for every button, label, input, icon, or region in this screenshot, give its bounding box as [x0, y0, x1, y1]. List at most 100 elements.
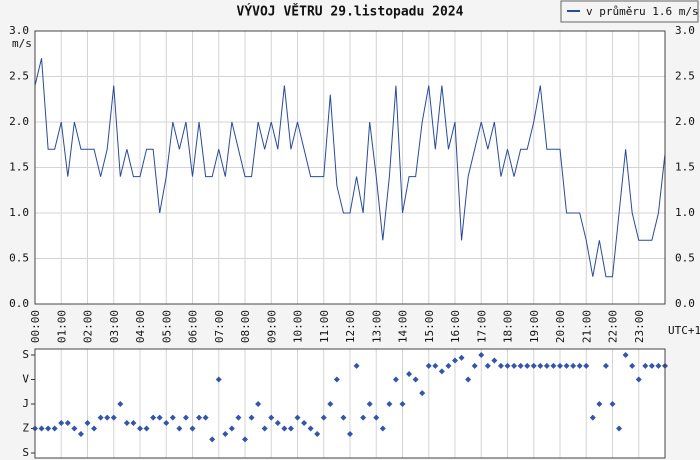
point: [504, 362, 511, 369]
point: [97, 414, 104, 421]
point: [557, 362, 563, 369]
point: [399, 401, 406, 407]
point: [274, 420, 281, 427]
point: [484, 362, 491, 369]
point: [570, 362, 577, 369]
point: [622, 352, 629, 358]
point: [281, 425, 288, 432]
point: [635, 376, 642, 383]
point: [589, 414, 596, 421]
point: [287, 425, 294, 432]
y-tick-label: S: [22, 446, 29, 459]
x-tick-label: 16:00: [449, 310, 462, 343]
point: [163, 420, 170, 427]
point: [196, 414, 203, 421]
x-tick-label: 12:00: [344, 310, 357, 343]
line-series: [34, 58, 666, 278]
x-tick-label: 04:00: [134, 310, 147, 343]
point: [294, 414, 301, 421]
point: [137, 425, 143, 432]
point: [576, 362, 583, 369]
point: [235, 414, 242, 421]
y-tick-label: 0.0: [9, 297, 29, 310]
x-tick-label: 14:00: [397, 310, 410, 343]
x-tick-label: 22:00: [607, 310, 620, 343]
legend: v průměru 1.6 m/s: [560, 0, 699, 23]
point: [530, 362, 537, 369]
point: [143, 425, 150, 432]
point: [458, 354, 465, 361]
y-tick-label: 0.5: [9, 252, 29, 265]
point: [655, 362, 662, 369]
x-tick-label: 20:00: [554, 310, 567, 343]
point: [104, 414, 111, 421]
y-tick-label: 3.0: [9, 24, 29, 37]
x-tick-label: 01:00: [55, 310, 68, 343]
x-tick-label: 00:00: [29, 310, 42, 343]
point: [648, 362, 655, 369]
point: [491, 357, 498, 364]
point: [314, 430, 321, 437]
point: [412, 376, 419, 383]
point: [550, 362, 557, 369]
x-tick-label: 05:00: [160, 310, 173, 343]
point: [406, 371, 413, 378]
point: [156, 414, 163, 421]
point: [438, 368, 445, 375]
point: [176, 425, 183, 432]
point: [465, 376, 472, 383]
point: [169, 414, 176, 421]
point: [117, 401, 124, 407]
x-tick-label: 18:00: [502, 310, 515, 343]
point: [524, 362, 531, 369]
legend-box: [560, 0, 699, 23]
point: [379, 425, 386, 432]
point: [347, 430, 353, 437]
point: [543, 362, 550, 369]
point: [77, 430, 84, 437]
point: [261, 425, 268, 432]
x-tick-label: 10:00: [292, 310, 305, 343]
x-tick-label: 13:00: [370, 310, 383, 343]
y-axis-label: m/s: [12, 37, 32, 50]
point: [91, 425, 98, 432]
point: [38, 425, 45, 432]
y-tick-label: 2.5: [9, 70, 29, 83]
point: [642, 362, 649, 369]
point: [616, 425, 623, 432]
y-tick-label-right: 0.0: [675, 297, 695, 310]
point: [537, 362, 544, 369]
x-tick-label: 21:00: [580, 310, 593, 343]
point: [64, 420, 71, 427]
x-tick-label: 23:00: [633, 310, 646, 343]
x-tick-label: 02:00: [82, 310, 95, 343]
x-tick-label: 17:00: [475, 310, 488, 343]
point: [71, 425, 78, 432]
point: [609, 401, 616, 407]
y-tick-label: V: [22, 373, 29, 386]
plot-frame: [34, 348, 666, 459]
point: [110, 414, 117, 421]
point: [392, 376, 399, 383]
point: [327, 401, 334, 407]
point: [425, 362, 432, 369]
x-tick-label: 09:00: [265, 310, 278, 343]
point: [471, 362, 478, 369]
point: [511, 362, 518, 369]
plot-frame: [34, 30, 666, 305]
point: [222, 430, 229, 437]
point: [150, 414, 157, 421]
point: [497, 362, 504, 369]
y-tick-label-right: 3.0: [675, 24, 695, 37]
y-tick-label-right: 0.5: [675, 252, 695, 265]
x-axis-label: UTC+1: [668, 324, 700, 337]
x-tick-label: 03:00: [108, 310, 121, 343]
point: [255, 401, 262, 407]
point: [629, 362, 636, 369]
y-tick-label-right: 2.5: [675, 70, 695, 83]
y-tick-label: 2.0: [9, 115, 29, 128]
y-tick-label: J: [22, 397, 29, 410]
y-tick-label: 1.5: [9, 161, 29, 174]
point: [84, 420, 91, 427]
